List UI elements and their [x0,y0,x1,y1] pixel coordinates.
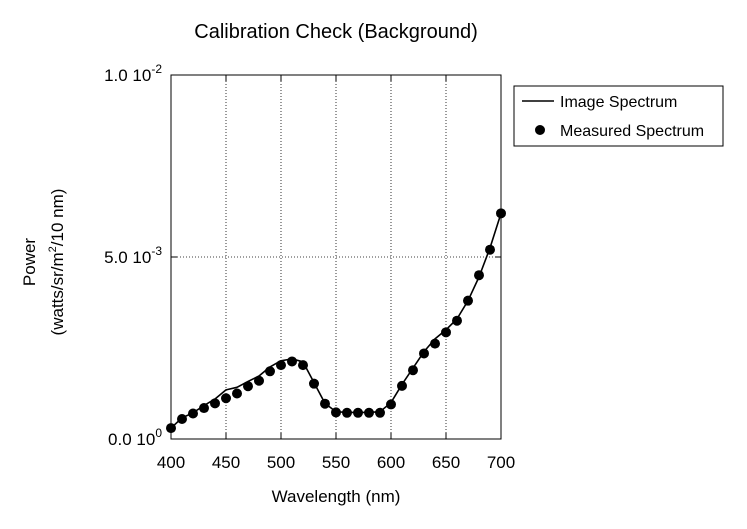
y-axis-label-unit-pre: (watts/sr/m [48,252,67,335]
x-tick-label: 400 [157,453,185,472]
measured-point [210,398,220,409]
measured-point [331,407,341,418]
y-tick-label: 1.0 10-2 [104,62,162,85]
measured-point [364,407,374,418]
y-tick-label-exponent: -2 [151,62,162,76]
measured-point [386,399,396,410]
chart-title: Calibration Check (Background) [194,21,477,43]
x-tick-label: 500 [267,453,295,472]
y-tick-label-mantissa: 5.0 10 [104,248,151,267]
measured-point [232,388,242,399]
measured-point [177,413,187,424]
legend-label-image-spectrum: Image Spectrum [560,94,677,111]
y-tick-label-mantissa: 1.0 10 [104,66,151,85]
measured-point [265,366,275,377]
legend-box [513,85,724,147]
measured-point [441,327,451,338]
y-tick-label-exponent: -3 [151,244,162,258]
measured-point [463,295,473,306]
measured-point [254,375,264,386]
y-axis-label-unit-post: /10 nm) [48,189,67,247]
y-axis-label-unit-sup: 2 [47,246,59,252]
measured-point [287,356,297,367]
measured-point [188,408,198,419]
measured-point [199,403,209,414]
measured-point [221,393,231,404]
measured-point [397,380,407,391]
measured-point [430,338,440,349]
measured-point [320,398,330,409]
measured-point [342,407,352,418]
legend: Image Spectrum Measured Spectrum [513,85,724,147]
y-tick-label: 5.0 10-3 [104,244,162,267]
measured-point [419,348,429,359]
series-measured-spectrum [166,208,506,434]
measured-point [276,360,286,371]
axis-ticks [170,74,502,440]
measured-point [408,365,418,376]
measured-point [452,315,462,326]
x-tick-label: 450 [212,453,240,472]
x-tick-label: 600 [377,453,405,472]
x-tick-labels: 400 450 500 550 600 650 700 [157,453,515,472]
y-axis-label-line1: Power [20,238,39,287]
measured-point [375,407,385,418]
measured-point [243,381,253,392]
x-tick-label: 650 [432,453,460,472]
y-tick-label-exponent: 0 [155,426,162,440]
y-tick-label: 0.0 100 [108,426,162,449]
measured-point [496,208,506,219]
y-tick-label-mantissa: 0.0 10 [108,430,155,449]
x-tick-label: 700 [487,453,515,472]
measured-point [298,360,308,371]
y-tick-labels: 0.0 100 5.0 10-3 1.0 10-2 [104,62,162,449]
x-tick-label: 550 [322,453,350,472]
gridlines [171,75,501,439]
measured-point [474,270,484,281]
y-axis-label-line2: (watts/sr/m2/10 nm) [47,189,67,336]
x-axis-label: Wavelength (nm) [272,487,401,506]
measured-point [485,244,495,255]
measured-point [166,423,176,434]
measured-point [353,407,363,418]
legend-label-measured-spectrum: Measured Spectrum [560,123,704,140]
legend-marker-swatch [535,125,545,135]
measured-point [309,378,319,389]
